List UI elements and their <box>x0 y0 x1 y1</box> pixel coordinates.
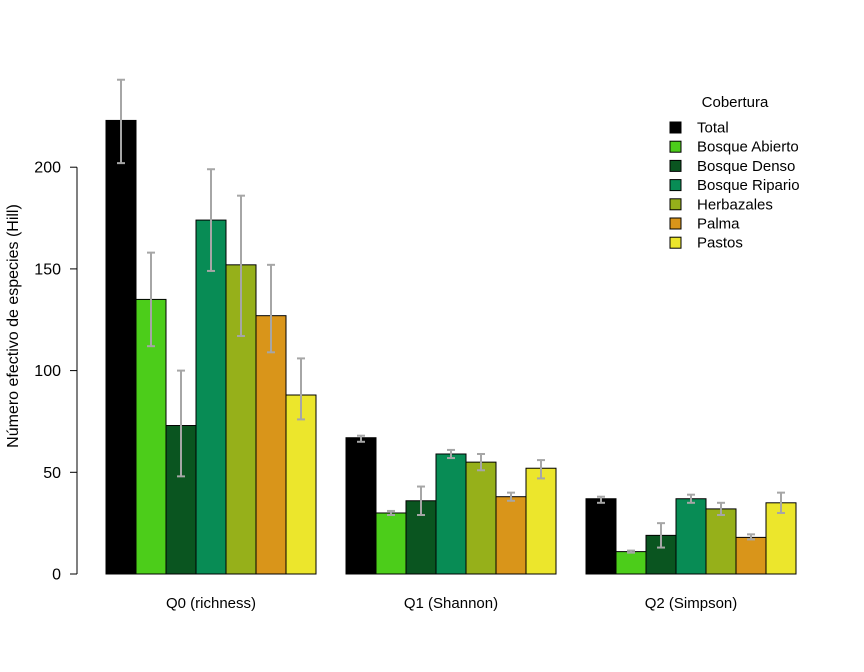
bar <box>705 508 737 575</box>
error-bar <box>687 493 695 504</box>
error-bar <box>477 452 485 472</box>
error-bar <box>387 509 395 517</box>
error-bar <box>717 501 725 517</box>
legend-label: Palma <box>697 216 740 233</box>
legend-swatch <box>669 121 682 134</box>
category-labels: Q0 (richness) Q1 (Shannon) Q2 (Simpson) <box>166 595 737 612</box>
legend-title: Cobertura <box>702 94 769 111</box>
error-bar <box>267 263 275 354</box>
legend-label: Herbazales <box>697 196 773 213</box>
bar <box>495 496 527 575</box>
error-bar <box>777 491 785 514</box>
bar <box>345 437 377 575</box>
legend-swatch <box>669 236 682 249</box>
bar <box>735 536 767 575</box>
x-category-label: Q0 (richness) <box>166 595 256 612</box>
bar <box>195 219 227 575</box>
error-bar <box>207 168 215 272</box>
error-bar <box>537 459 545 480</box>
bars <box>105 119 797 575</box>
error-bar <box>447 448 455 460</box>
error-bar <box>357 434 365 443</box>
error-bar <box>417 485 425 517</box>
error-bar <box>657 522 665 549</box>
bar <box>585 498 617 575</box>
error-bar <box>597 495 605 504</box>
bar <box>255 315 287 575</box>
error-bar <box>747 533 755 541</box>
y-tick-label: 100 <box>34 363 61 380</box>
error-bars <box>117 78 785 554</box>
x-category-label: Q1 (Shannon) <box>404 595 498 612</box>
bar <box>465 461 497 575</box>
bar <box>435 453 467 575</box>
bar <box>285 394 317 575</box>
legend: Cobertura Total Bosque Abierto Bosque Dens… <box>669 94 800 252</box>
legend-label: Bosque Abierto <box>697 139 799 156</box>
legend-label: Bosque Ripario <box>697 177 800 194</box>
legend-swatch <box>669 179 682 192</box>
legend-swatch <box>669 198 682 211</box>
legend-swatch <box>669 159 682 172</box>
error-bar <box>237 194 245 338</box>
bar <box>615 551 647 575</box>
error-bar <box>627 549 635 554</box>
bar <box>105 119 137 575</box>
legend-label: Pastos <box>697 235 743 252</box>
y-tick-label: 0 <box>52 567 61 584</box>
y-tick-label: 200 <box>34 160 61 177</box>
legend-swatch <box>669 140 682 153</box>
y-tick-label: 150 <box>34 261 61 278</box>
legend-swatch <box>669 217 682 230</box>
legend-label: Bosque Denso <box>697 158 795 175</box>
y-tick-label: 50 <box>43 465 61 482</box>
bar <box>675 498 707 575</box>
error-bar <box>117 78 125 165</box>
error-bar <box>177 369 185 478</box>
legend-label: Total <box>697 120 729 137</box>
bar <box>765 502 797 575</box>
error-bar <box>147 251 155 348</box>
y-axis: 0 50 100 150 200 <box>34 160 78 584</box>
y-axis-label: Número efectivo de especies (Hill) <box>5 204 22 448</box>
bar <box>375 512 407 575</box>
x-category-label: Q2 (Simpson) <box>645 595 738 612</box>
error-bar <box>297 357 305 421</box>
error-bar <box>507 491 515 502</box>
bar <box>525 467 557 575</box>
